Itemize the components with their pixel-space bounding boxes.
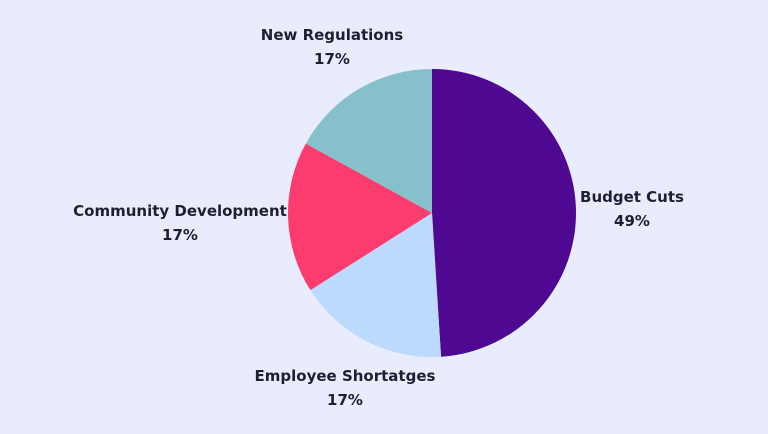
slice-label-community-development: Community Development: [73, 202, 287, 220]
pie-slice-budget-cuts: [432, 69, 576, 357]
pie-slice-community-development: [287, 143, 432, 291]
pie-slice-new-regulations: [305, 69, 432, 213]
slice-label-employee-shortatges: Employee Shortatges: [255, 367, 436, 385]
slice-label-budget-cuts: Budget Cuts: [580, 188, 684, 206]
slice-value-employee-shortatges: 17%: [327, 391, 363, 409]
slice-label-new-regulations: New Regulations: [261, 26, 404, 44]
slice-value-new-regulations: 17%: [314, 50, 350, 68]
pie-slice-employee-shortatges: [310, 213, 442, 357]
slice-value-community-development: 17%: [162, 226, 198, 244]
slice-value-budget-cuts: 49%: [614, 212, 650, 230]
